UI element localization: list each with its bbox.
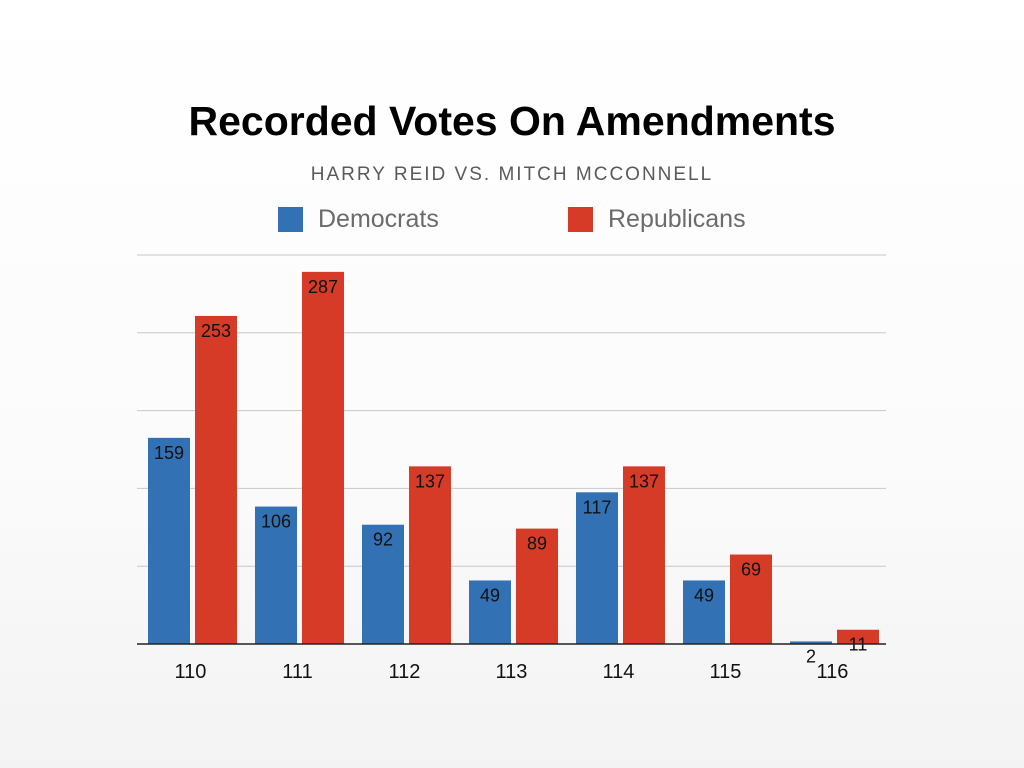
- bar-republicans-115: [730, 554, 772, 644]
- data-label-republicans-112: 137: [415, 471, 445, 491]
- legend-label-democrats: Democrats: [318, 205, 439, 233]
- x-tick-label-115: 115: [710, 661, 742, 683]
- bar-republicans-113: [516, 528, 558, 644]
- data-label-republicans-110: 253: [201, 321, 231, 341]
- legend-swatch-republicans: [568, 207, 593, 232]
- data-label-republicans-113: 89: [527, 534, 547, 554]
- bar-democrats-111: [255, 506, 297, 644]
- x-tick-label-113: 113: [496, 661, 528, 683]
- chart-subtitle: HARRY REID VS. MITCH MCCONNELL: [310, 164, 714, 185]
- x-tick-label-112: 112: [389, 661, 421, 683]
- bar-democrats-110: [148, 437, 190, 644]
- data-label-democrats-116: 2: [806, 646, 816, 666]
- bar-republicans-111: [302, 271, 344, 644]
- legend-swatch-democrats: [278, 207, 303, 232]
- x-tick-label-110: 110: [175, 661, 207, 683]
- bar-republicans-114: [623, 466, 665, 644]
- bar-republicans-110: [195, 315, 237, 644]
- x-tick-label-111: 111: [282, 661, 312, 683]
- data-label-democrats-112: 92: [373, 530, 393, 550]
- bar-democrats-116: [790, 641, 832, 644]
- bar-democrats-114: [576, 492, 618, 644]
- data-label-democrats-115: 49: [694, 585, 714, 605]
- bar-republicans-112: [409, 466, 451, 644]
- x-tick-label-114: 114: [603, 661, 635, 683]
- bar-democrats-112: [362, 524, 404, 644]
- data-label-republicans-111: 287: [308, 277, 338, 297]
- data-label-republicans-115: 69: [741, 560, 761, 580]
- data-label-democrats-114: 117: [583, 497, 612, 517]
- data-label-democrats-111: 106: [261, 512, 291, 532]
- bar-democrats-113: [469, 580, 511, 644]
- bar-republicans-116: [837, 629, 879, 644]
- x-tick-label-116: 116: [817, 661, 849, 683]
- data-label-republicans-114: 137: [629, 471, 659, 491]
- bar-democrats-115: [683, 580, 725, 644]
- data-label-democrats-113: 49: [480, 585, 500, 605]
- chart-title: Recorded Votes On Amendments: [188, 98, 836, 144]
- legend-label-republicans: Republicans: [608, 205, 746, 233]
- data-label-democrats-110: 159: [154, 443, 184, 463]
